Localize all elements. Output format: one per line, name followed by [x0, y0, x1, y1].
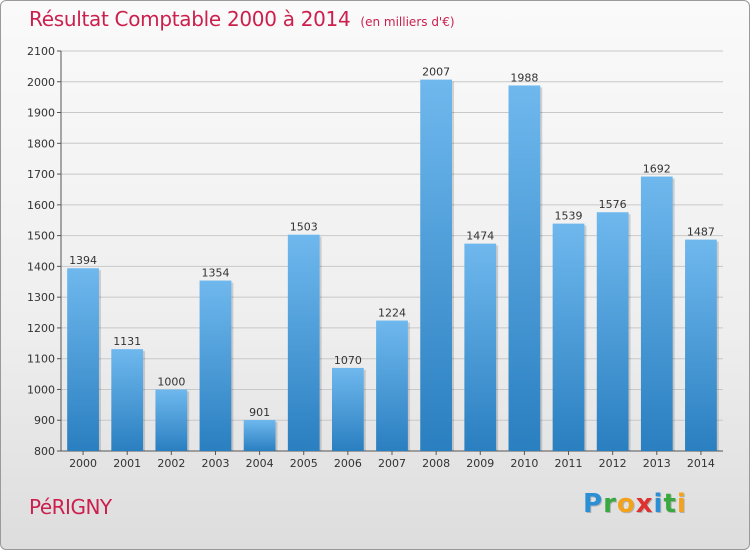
y-tick-label: 2000	[27, 76, 55, 89]
x-tick-label: 2003	[201, 457, 229, 470]
logo-letter: x	[635, 489, 654, 519]
data-label: 1539	[555, 210, 583, 223]
x-tick-label: 2012	[599, 457, 627, 470]
y-tick-label: 1100	[27, 353, 55, 366]
y-tick-label: 1900	[27, 107, 55, 120]
x-tick-label: 2005	[290, 457, 318, 470]
data-label: 1474	[466, 230, 494, 243]
x-tick-label: 2007	[378, 457, 406, 470]
data-label: 901	[249, 406, 270, 419]
y-tick-label: 900	[34, 414, 55, 427]
x-tick-label: 2010	[510, 457, 538, 470]
y-tick-label: 1300	[27, 291, 55, 304]
y-tick-label: 1400	[27, 260, 55, 273]
bar	[640, 176, 673, 452]
data-label: 1000	[157, 375, 185, 388]
x-tick-label: 2014	[687, 457, 715, 470]
data-label: 1692	[643, 163, 671, 176]
bar	[111, 349, 144, 451]
y-tick-label: 800	[34, 445, 55, 458]
data-label: 1487	[687, 226, 715, 239]
chart-title-block: Résultat Comptable 2000 à 2014 (en millie…	[29, 7, 455, 31]
bar	[596, 212, 629, 451]
logo-letter: t	[663, 489, 677, 519]
x-tick-label: 2008	[422, 457, 450, 470]
bar	[420, 79, 453, 451]
y-tick-label: 1500	[27, 230, 55, 243]
place-name: PéRIGNY	[29, 495, 112, 519]
x-tick-label: 2004	[246, 457, 274, 470]
x-tick-label: 2006	[334, 457, 362, 470]
x-tick-label: 2001	[113, 457, 141, 470]
bar	[287, 234, 320, 451]
y-tick-label: 1700	[27, 168, 55, 181]
bar	[67, 268, 99, 451]
proxiti-logo: Proxiti	[583, 489, 687, 519]
y-tick-label: 1200	[27, 322, 55, 335]
logo-letter: i	[653, 489, 664, 519]
chart-title: Résultat Comptable 2000 à 2014	[29, 7, 351, 31]
data-label: 2007	[422, 66, 450, 79]
x-tick-label: 2009	[466, 457, 494, 470]
x-tick-label: 2011	[555, 457, 583, 470]
logo-letter: o	[616, 489, 636, 519]
data-label: 1503	[290, 221, 318, 234]
data-label: 1394	[69, 254, 97, 267]
data-label: 1131	[113, 335, 141, 348]
bar	[243, 419, 276, 451]
x-tick-label: 2013	[643, 457, 671, 470]
bar	[199, 280, 232, 451]
y-tick-label: 1800	[27, 137, 55, 150]
x-tick-label: 2002	[157, 457, 185, 470]
bar	[508, 85, 541, 451]
y-tick-label: 2100	[27, 45, 55, 58]
bar	[552, 223, 585, 451]
bar	[464, 243, 497, 451]
bar	[155, 389, 188, 451]
bar	[376, 320, 408, 451]
data-label: 1070	[334, 354, 362, 367]
y-tick-label: 1600	[27, 199, 55, 212]
x-tick-label: 2000	[69, 457, 97, 470]
data-label: 1576	[599, 198, 627, 211]
bar	[331, 367, 364, 451]
data-label: 1354	[201, 267, 229, 280]
logo-letter: i	[676, 489, 687, 519]
chart-unit: (en milliers d'€)	[360, 15, 455, 29]
logo-letter: P	[583, 489, 604, 519]
data-label: 1988	[510, 71, 538, 84]
bar	[685, 239, 717, 451]
data-label: 1224	[378, 307, 406, 320]
y-tick-label: 1000	[27, 383, 55, 396]
logo-letter: r	[603, 489, 617, 519]
